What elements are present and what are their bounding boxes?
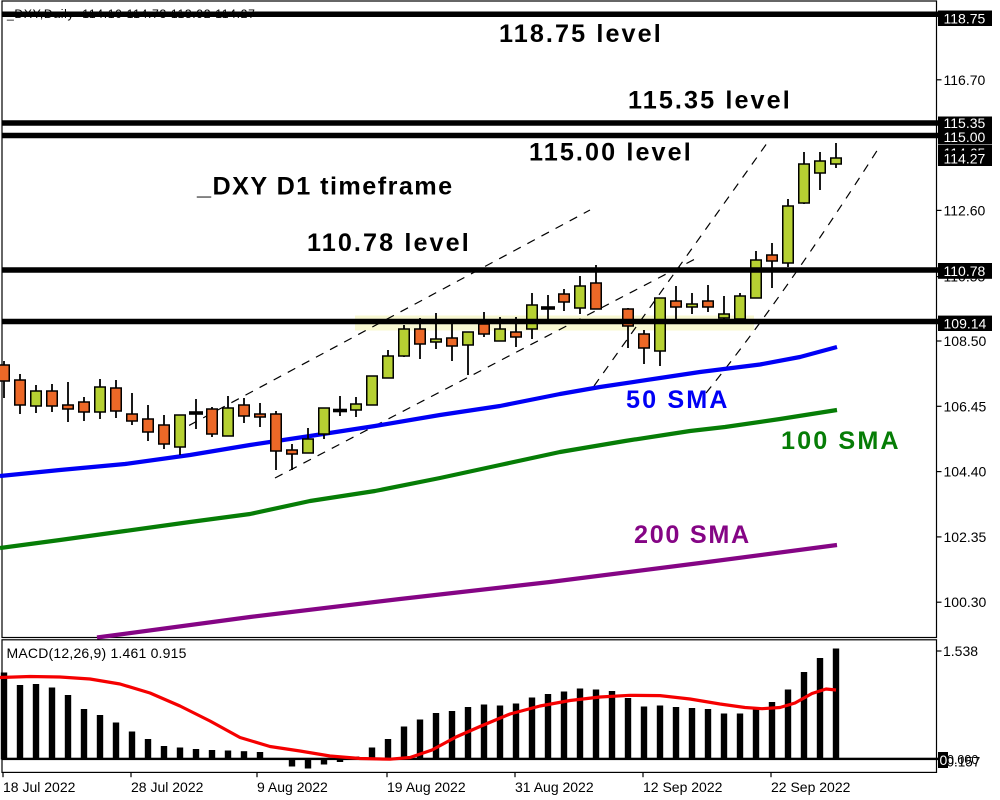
- svg-text:109.14: 109.14: [944, 315, 987, 331]
- svg-text:50 SMA: 50 SMA: [626, 386, 730, 414]
- svg-text:108.50: 108.50: [944, 333, 987, 349]
- svg-text:115.35 level: 115.35 level: [628, 87, 792, 115]
- svg-text:116.70: 116.70: [944, 72, 986, 88]
- svg-text:110.78: 110.78: [944, 263, 986, 279]
- svg-text:118.75 level: 118.75 level: [499, 20, 663, 48]
- svg-text:115.35: 115.35: [944, 115, 986, 131]
- svg-text:106.45: 106.45: [944, 398, 987, 414]
- svg-text:110.78 level: 110.78 level: [307, 229, 471, 257]
- svg-text:18 Jul 2022: 18 Jul 2022: [3, 779, 76, 795]
- svg-text:9 Aug 2022: 9 Aug 2022: [257, 779, 328, 795]
- svg-text:114.27: 114.27: [944, 150, 986, 166]
- svg-text:100.30: 100.30: [944, 594, 987, 610]
- svg-text:115.00: 115.00: [944, 129, 986, 145]
- svg-text:112.60: 112.60: [944, 202, 986, 218]
- svg-text:0: 0: [940, 752, 948, 768]
- svg-text:MACD(12,26,9) 1.461 0.915: MACD(12,26,9) 1.461 0.915: [7, 645, 187, 661]
- svg-text:104.40: 104.40: [944, 464, 987, 480]
- svg-text:115.00 level: 115.00 level: [529, 139, 693, 167]
- svg-text:-0.157: -0.157: [942, 755, 980, 770]
- svg-text:1.538: 1.538: [943, 643, 978, 659]
- svg-text:_DXY D1 timeframe: _DXY D1 timeframe: [196, 173, 454, 201]
- svg-text:102.35: 102.35: [944, 529, 987, 545]
- svg-text:12 Sep 2022: 12 Sep 2022: [643, 779, 723, 795]
- svg-text:19 Aug 2022: 19 Aug 2022: [387, 779, 466, 795]
- svg-text:0.000: 0.000: [947, 753, 978, 767]
- svg-text:28 Jul 2022: 28 Jul 2022: [131, 779, 204, 795]
- svg-text:31 Aug 2022: 31 Aug 2022: [515, 779, 594, 795]
- svg-text:200 SMA: 200 SMA: [634, 521, 751, 549]
- svg-text:_DXY,Daily 114.10 114.73 113.: _DXY,Daily 114.10 114.73 113.92 114.27: [6, 7, 256, 21]
- svg-text:100 SMA: 100 SMA: [781, 427, 901, 455]
- svg-text:22 Sep 2022: 22 Sep 2022: [771, 779, 851, 795]
- svg-text:118.75: 118.75: [944, 10, 986, 26]
